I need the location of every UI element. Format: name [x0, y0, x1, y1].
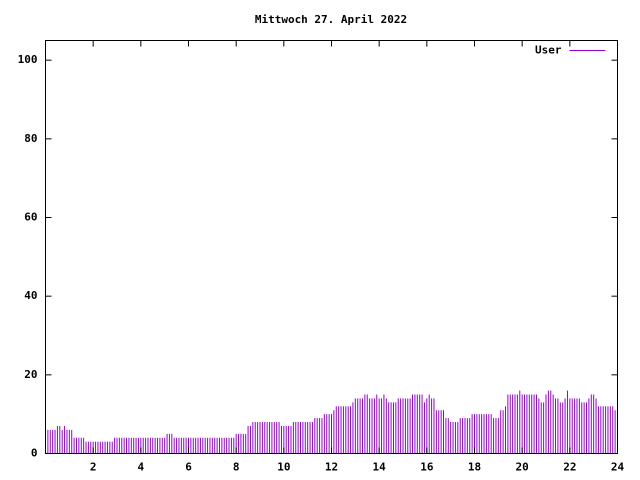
- x-tick-label: 14: [373, 461, 387, 474]
- x-tick-label: 6: [185, 461, 192, 474]
- x-tick-label: 16: [420, 461, 434, 474]
- x-tick-label: 8: [233, 461, 240, 474]
- plot-area: [45, 390, 616, 454]
- x-tick-label: 10: [277, 461, 290, 474]
- x-tick-label: 12: [325, 461, 338, 474]
- x-tick-label: 4: [138, 461, 145, 474]
- legend-label: User: [535, 44, 562, 57]
- x-tick-label: 22: [563, 461, 576, 474]
- x-tick-label: 18: [468, 461, 481, 474]
- y-tick-label: 0: [31, 447, 38, 460]
- chart-title: Mittwoch 27. April 2022: [255, 13, 407, 26]
- y-tick-label: 20: [24, 368, 37, 381]
- y-tick-label: 60: [24, 211, 37, 224]
- y-tick-label: 40: [24, 289, 37, 302]
- y-tick-label: 100: [18, 53, 38, 66]
- x-tick-label: 2: [90, 461, 97, 474]
- x-tick-label: 20: [516, 461, 529, 474]
- x-tick-label: 24: [611, 461, 625, 474]
- y-tick-label: 80: [24, 132, 37, 145]
